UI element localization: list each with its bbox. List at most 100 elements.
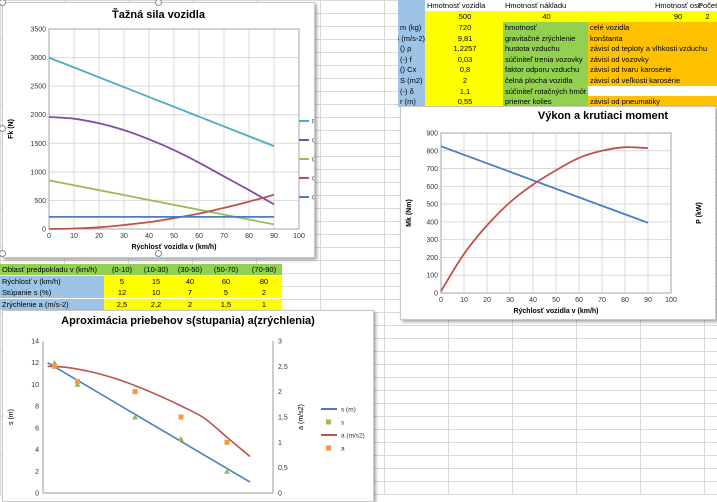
estimate-header-cell[interactable]: (50-70) <box>206 264 244 275</box>
x-tick-label: 30 <box>120 233 128 240</box>
legend-label: Fk (ťažná sila) <box>312 120 314 126</box>
param-value-cell[interactable]: 0,8 <box>425 64 503 76</box>
resize-handle[interactable] <box>0 125 6 132</box>
data-point-s <box>224 468 230 474</box>
estimate-value-cell[interactable]: 60 <box>206 275 244 287</box>
chart-aproximacia[interactable]: Aproximácia priebehov s(stupania) a(zrýc… <box>2 310 374 502</box>
y-tick-label: 14 <box>31 339 39 346</box>
x-tick-label: 10 <box>460 297 468 304</box>
param-value-cell[interactable]: 720 <box>425 22 503 33</box>
estimate-header-cell[interactable]: (30-50) <box>172 264 206 275</box>
y-tick-label: 3000 <box>30 55 46 62</box>
param-name-cell[interactable]: priemer kolies <box>503 96 588 108</box>
param-symbol-cell[interactable]: G (m/s-2) <box>398 32 425 44</box>
resize-handle[interactable] <box>155 250 162 257</box>
param-value-cell[interactable]: 2 <box>425 75 503 86</box>
estimate-label-cell[interactable]: Stúpanie s (%) <box>0 287 104 298</box>
param-note-cell[interactable]: celé vozidla <box>588 22 717 33</box>
param-value-cell[interactable]: 0,55 <box>425 96 503 108</box>
estimate-value-cell[interactable]: 5 <box>104 275 138 287</box>
resize-handle[interactable] <box>0 0 6 6</box>
estimate-value-cell[interactable]: 12 <box>104 287 138 298</box>
series-line-0 <box>48 56 275 147</box>
estimate-value-cell[interactable]: 5 <box>206 287 244 298</box>
param-name-cell[interactable]: hustota vzduchu <box>503 43 588 55</box>
param-value-cell[interactable]: 2 <box>696 11 717 22</box>
estimate-value-cell[interactable]: 2,2 <box>138 298 172 310</box>
param-note-cell[interactable]: závisí od veľkosti karosérie <box>588 75 717 86</box>
series-line-0 <box>440 145 649 224</box>
estimate-value-cell[interactable]: 40 <box>172 275 206 287</box>
param-name-cell[interactable]: čelná plocha vozidla <box>503 75 588 86</box>
estimate-header-cell[interactable]: (10-30) <box>138 264 172 275</box>
param-value-cell[interactable]: 1,2257 <box>425 43 503 55</box>
estimate-value-cell[interactable]: 15 <box>138 275 172 287</box>
x-tick-label: 40 <box>529 297 537 304</box>
param-note-cell[interactable]: konštanta <box>588 32 717 44</box>
param-value-cell[interactable]: 9,81 <box>425 32 503 44</box>
resize-handle[interactable] <box>155 0 162 6</box>
estimate-value-cell[interactable]: 2 <box>172 298 206 310</box>
estimate-header-cell[interactable]: Oblasť predpokladu v (km/h) <box>0 264 104 275</box>
param-value-cell[interactable]: 90 <box>653 11 701 22</box>
estimate-header-cell[interactable]: (70-90) <box>244 264 282 275</box>
param-value-cell[interactable]: 0,03 <box>425 53 503 65</box>
estimate-value-cell[interactable]: 2,5 <box>104 298 138 310</box>
param-symbol-cell[interactable]: f (-) <box>398 53 425 65</box>
param-name-cell[interactable]: gravitačné zrýchlenie <box>503 32 588 44</box>
param-value-cell[interactable] <box>588 11 653 22</box>
param-header-cell[interactable]: Počet osôb <box>698 1 717 10</box>
param-name-cell[interactable]: hmotnosť <box>503 22 588 33</box>
param-symbol-cell[interactable]: m (kg) <box>398 22 425 33</box>
param-header-cell[interactable] <box>588 0 653 11</box>
param-note-cell[interactable]: závisí od teploty a vlhkosti vzduchu <box>588 43 717 55</box>
param-name-cell[interactable]: súčiniteľ trenia vozovky <box>503 53 588 65</box>
series-line-2 <box>47 365 251 458</box>
x-tick-label: 30 <box>506 297 514 304</box>
param-cell[interactable] <box>398 11 425 22</box>
estimate-value-cell[interactable]: 1,5 <box>206 298 244 310</box>
chart-tazna-sila[interactable]: Ťažná sila vozidla 0 10 20 30 40 50 60 70 80 90 10… <box>0 0 315 258</box>
estimate-table: Oblasť predpokladu v (km/h) (0-10) (10-30)… <box>0 264 282 310</box>
estimate-value-cell[interactable]: 2 <box>244 287 282 298</box>
param-header-cell[interactable] <box>398 0 425 11</box>
y-tick-label: 700 <box>426 166 438 173</box>
estimate-value-cell[interactable]: 80 <box>244 275 282 287</box>
param-symbol-cell[interactable]: δ (-) <box>398 85 425 97</box>
y-tick-label: 4 <box>35 447 39 454</box>
chart-vykon[interactable]: Výkon a krutiaci moment 0 10 20 30 40 50 60 70 8… <box>400 106 716 320</box>
param-symbol-cell[interactable]: ρ () <box>398 43 425 55</box>
param-symbol-cell[interactable]: Cx () <box>398 64 425 76</box>
param-name-cell[interactable]: súčiniteľ rotačných hmôt <box>503 85 588 97</box>
estimate-label-cell[interactable]: Rýchlosť v (km/h) <box>0 275 104 287</box>
param-header-cell[interactable]: Hmotnosť osob <box>655 1 701 10</box>
param-value-cell[interactable]: 40 <box>503 11 588 22</box>
estimate-value-cell[interactable]: 7 <box>172 287 206 298</box>
x-tick-label: 70 <box>220 233 228 240</box>
y2-tick-label: 2 <box>278 389 282 396</box>
param-value-cell[interactable]: 500 <box>425 11 503 22</box>
param-header-cell[interactable]: Hmotnosť nákladu <box>505 1 567 10</box>
estimate-header-cell[interactable]: (0-10) <box>104 264 138 275</box>
param-name-cell[interactable]: faktor odporu vzduchu <box>503 64 588 76</box>
estimate-label-cell[interactable]: Zrýchlenie a (m/s-2) <box>0 298 104 310</box>
y-axis-label: s (m) <box>8 409 15 425</box>
y-axis-label: Fk (N) <box>8 119 15 139</box>
estimate-value-cell[interactable]: 1 <box>244 298 282 310</box>
y-tick-label: 200 <box>426 255 438 262</box>
param-note-cell[interactable]: závisí od pneumatiky <box>588 96 717 108</box>
y-tick-label: 600 <box>426 184 438 191</box>
y-tick-label: 300 <box>426 237 438 244</box>
param-symbol-cell[interactable]: r (m) <box>398 96 425 108</box>
y2-tick-label: 0 <box>278 491 282 498</box>
param-note-cell[interactable] <box>588 86 717 97</box>
param-header-cell[interactable]: Hmotnosť vozidla <box>427 1 486 10</box>
param-note-cell[interactable]: závisí od tvaru karosérie <box>588 64 717 76</box>
x-tick-label: 20 <box>95 233 103 240</box>
plot-area <box>440 132 672 294</box>
param-note-cell[interactable]: závisí od vozovky <box>588 53 717 65</box>
param-symbol-cell[interactable]: S (m2) <box>398 75 425 86</box>
estimate-value-cell[interactable]: 10 <box>138 287 172 298</box>
param-value-cell[interactable]: 1,1 <box>425 85 503 97</box>
resize-handle[interactable] <box>0 250 6 257</box>
